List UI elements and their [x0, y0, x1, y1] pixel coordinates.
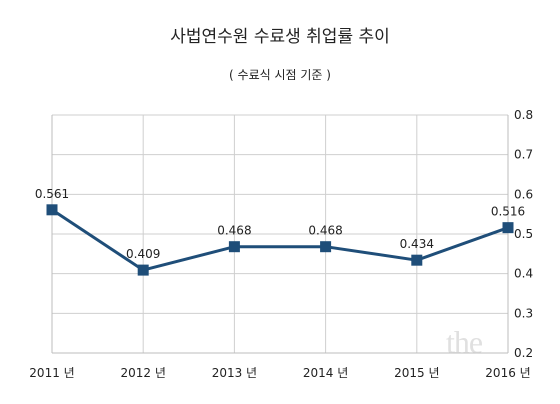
y-tick-label: 0.3	[514, 306, 533, 320]
data-point-marker	[137, 264, 149, 276]
y-tick-label: 0.7	[514, 148, 533, 162]
data-point-marker	[46, 204, 58, 216]
x-tick-label: 2011 년	[29, 366, 74, 380]
data-point-marker	[411, 254, 423, 266]
data-label: 0.561	[35, 187, 69, 201]
chart-subtitle: ( 수료식 시점 기준 )	[229, 68, 331, 82]
x-tick-label: 2012 년	[120, 366, 165, 380]
x-tick-label: 2015 년	[394, 366, 439, 380]
x-tick-label: 2014 년	[303, 366, 348, 380]
y-tick-label: 0.6	[514, 187, 533, 201]
y-tick-label: 0.2	[514, 346, 533, 360]
data-point-marker	[228, 241, 240, 253]
x-tick-label: 2016 년	[485, 366, 530, 380]
y-tick-label: 0.5	[514, 227, 533, 241]
data-point-marker	[502, 222, 514, 234]
x-tick-label: 2013 년	[212, 366, 257, 380]
series-line	[51, 208, 509, 272]
y-tick-label: 0.4	[514, 267, 533, 281]
y-tick-label: 0.8	[514, 108, 533, 122]
data-label: 0.468	[217, 224, 251, 238]
data-point-marker	[320, 241, 332, 253]
data-label: 0.516	[491, 205, 525, 219]
data-label: 0.409	[126, 247, 160, 261]
data-label: 0.434	[400, 237, 434, 251]
chart-title: 사법연수원 수료생 취업률 추이	[170, 27, 390, 47]
data-label: 0.468	[308, 224, 342, 238]
watermark-logo: the	[446, 324, 483, 360]
